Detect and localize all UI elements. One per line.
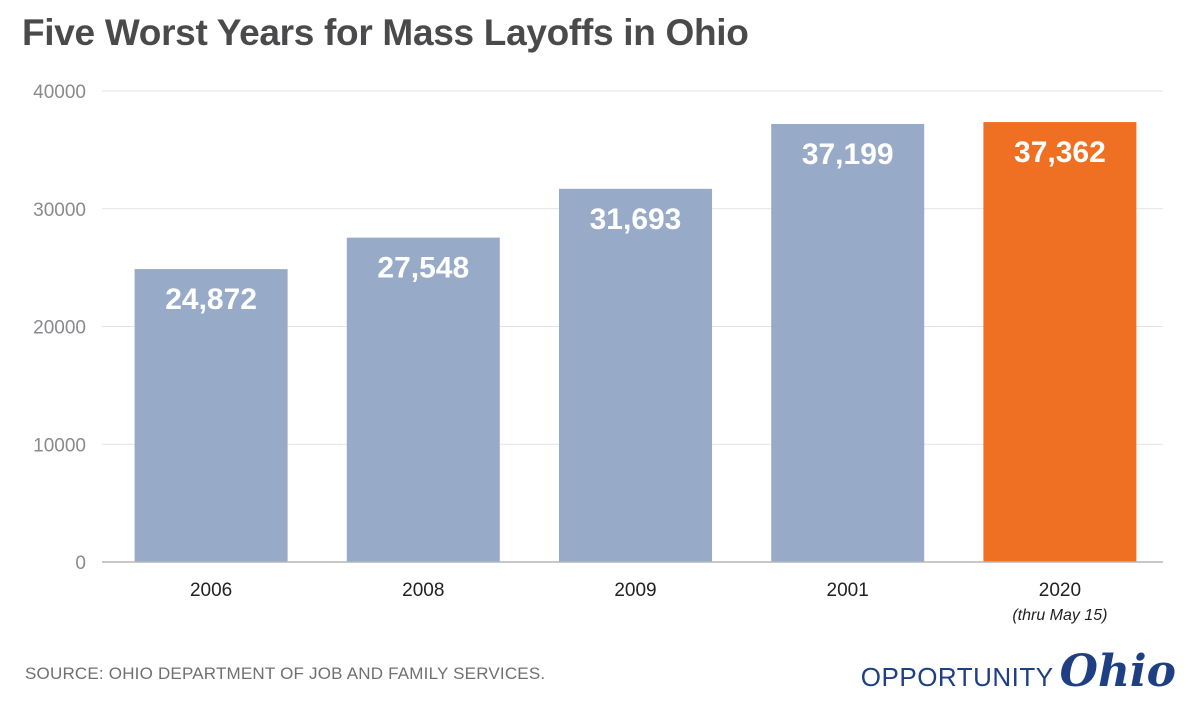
x-tick-label: 2009 — [614, 580, 656, 601]
y-tick-label: 30000 — [33, 200, 86, 221]
bar — [134, 269, 288, 562]
y-tick-label: 40000 — [33, 82, 86, 103]
bar — [983, 122, 1137, 563]
y-tick-label: 0 — [75, 553, 86, 574]
x-tick-label: 2001 — [827, 580, 869, 601]
chart-title: Five Worst Years for Mass Layoffs in Ohi… — [22, 12, 749, 53]
bar — [346, 237, 500, 562]
bar — [559, 188, 712, 562]
y-tick-label: 10000 — [33, 435, 86, 456]
bar-value-label: 31,693 — [590, 203, 682, 236]
x-tick-label: 2006 — [190, 580, 232, 601]
bar-value-label: 37,199 — [802, 138, 894, 171]
bar-value-label: 27,548 — [377, 252, 469, 285]
y-tick-label: 20000 — [33, 318, 86, 339]
opportunity-ohio-logo: OPPORTUNITY Ohio — [861, 646, 1176, 697]
bar-value-label: 24,872 — [165, 283, 257, 316]
logo-script: Ohio — [1059, 646, 1176, 697]
bar — [771, 123, 925, 562]
x-tick-label: 2020 — [1039, 580, 1081, 601]
x-tick-label: 2008 — [402, 580, 444, 601]
x-tick-note: (thru May 15) — [1012, 607, 1107, 624]
source-note: SOURCE: OHIO DEPARTMENT OF JOB AND FAMIL… — [25, 664, 546, 683]
logo-word: OPPORTUNITY — [860, 662, 1054, 692]
bar-value-label: 37,362 — [1014, 136, 1106, 169]
